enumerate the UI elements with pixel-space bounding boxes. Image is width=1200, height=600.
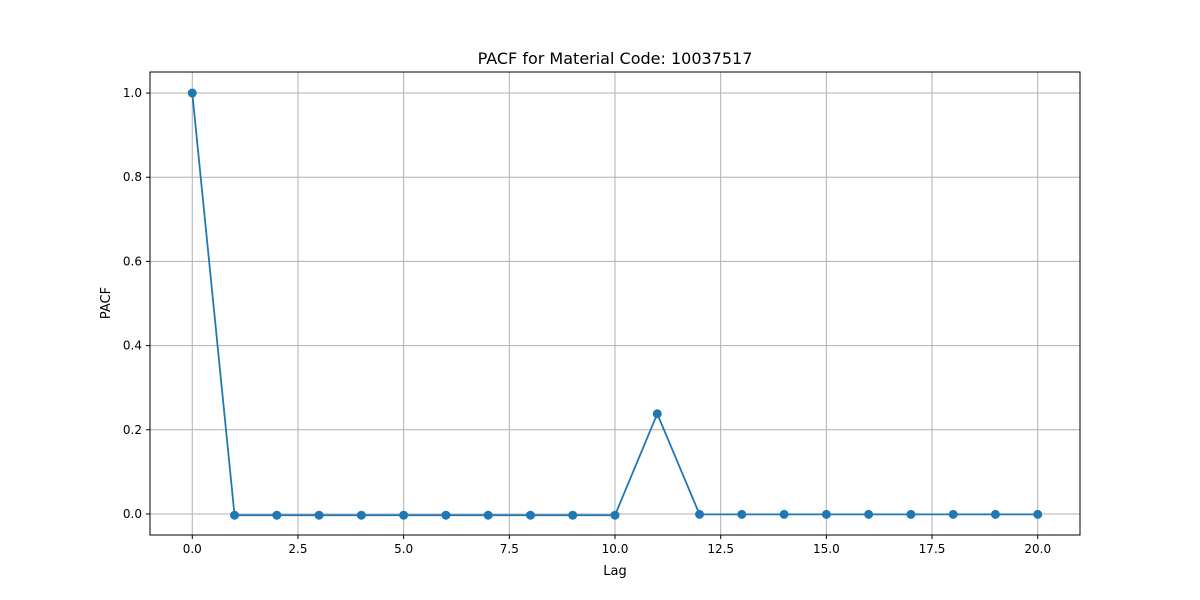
x-tick-label: 0.0 (183, 542, 202, 556)
x-tick-label: 12.5 (707, 542, 734, 556)
pacf-point (990, 509, 1000, 519)
x-tick-label: 20.0 (1024, 542, 1051, 556)
pacf-point (695, 509, 705, 519)
x-tick-label: 15.0 (813, 542, 840, 556)
pacf-point (1033, 509, 1043, 519)
x-tick-label: 10.0 (602, 542, 629, 556)
x-axis-label: Lag (603, 564, 626, 579)
x-tick-label: 7.5 (500, 542, 519, 556)
pacf-point (948, 509, 958, 519)
pacf-point (906, 509, 916, 519)
series-layer (187, 88, 1043, 520)
y-tick-label: 0.0 (123, 507, 142, 521)
pacf-point (272, 510, 282, 520)
pacf-point (821, 509, 831, 519)
y-tick-label: 0.6 (123, 254, 142, 268)
pacf-point (187, 88, 197, 98)
pacf-point (314, 510, 324, 520)
y-tick-label: 0.4 (123, 339, 142, 353)
y-tick-label: 0.8 (123, 170, 142, 184)
pacf-point (652, 409, 662, 419)
y-tick-label: 0.2 (123, 423, 142, 437)
x-tick-label: 2.5 (288, 542, 307, 556)
pacf-point (610, 510, 620, 520)
y-tick-label: 1.0 (123, 86, 142, 100)
ticks: 0.0 2.5 5.0 7.5 10.0 12.5 15.0 17.5 20.0 0.0 0.2 0.… (123, 86, 1051, 556)
x-tick-label: 5.0 (394, 542, 413, 556)
pacf-point (483, 510, 493, 520)
pacf-point (864, 509, 874, 519)
pacf-point (230, 510, 240, 520)
x-tick-label: 17.5 (919, 542, 946, 556)
pacf-point (441, 510, 451, 520)
pacf-point (568, 510, 578, 520)
pacf-point (399, 510, 409, 520)
pacf-point (525, 510, 535, 520)
chart-title: PACF for Material Code: 10037517 (478, 49, 753, 68)
y-axis-label: PACF (99, 287, 114, 319)
pacf-point (356, 510, 366, 520)
pacf-point (737, 509, 747, 519)
pacf-point (779, 509, 789, 519)
